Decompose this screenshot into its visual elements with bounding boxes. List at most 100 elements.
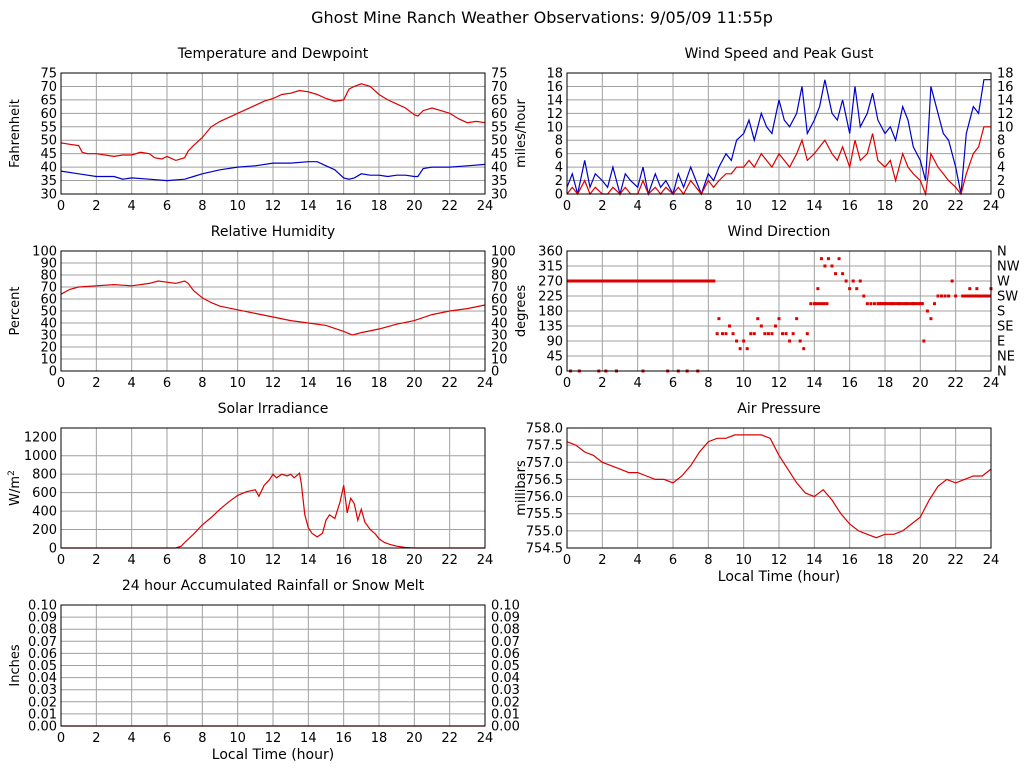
- wind-speed-y-tick-label: 14: [546, 93, 563, 108]
- wind-direction-frame: [566, 250, 992, 372]
- pressure-x-tick-label: 22: [947, 553, 964, 568]
- wind-direction-point: [805, 332, 809, 336]
- humidity-y-tick-label: 60: [40, 293, 57, 308]
- wind-direction-point: [795, 317, 799, 321]
- wind-direction-x-tick-label: 22: [947, 376, 964, 391]
- humidity-right-tick-label: 40: [491, 317, 508, 332]
- rainfall-right-tick-label: 0.01: [491, 707, 520, 722]
- rainfall-right-tick-label: 0.02: [491, 695, 520, 710]
- wind-direction-x-tick-label: 20: [912, 376, 929, 391]
- wind-direction-chart: 0 2 4 6 8 10 12 14 16 18 20 22 240459013518022527031…: [514, 224, 1020, 391]
- wind-direction-point: [837, 257, 841, 261]
- wind-speed-y-tick-label: 4: [555, 161, 563, 176]
- rainfall-x-tick-label: 16: [335, 731, 352, 746]
- rainfall-x-tick-label: 0: [57, 731, 65, 746]
- wind-direction-x-tick-label: 4: [634, 376, 642, 391]
- humidity-x-tick-label: 16: [335, 376, 352, 391]
- rainfall-x-tick-label: 12: [265, 731, 282, 746]
- wind-direction-y-tick-label: 270: [538, 275, 563, 290]
- temperature-x-tick-label: 22: [441, 199, 458, 214]
- wind-speed-right-tick-label: 2: [997, 174, 1005, 189]
- wind-direction-point: [742, 339, 746, 343]
- wind-direction-point: [932, 302, 936, 306]
- temperature-y-axis-label: Fahrenheit: [8, 99, 23, 168]
- humidity-y-axis-label: Percent: [8, 287, 23, 336]
- humidity-right-tick-label: 100: [491, 245, 516, 260]
- solar-x-tick-label: 6: [163, 553, 171, 568]
- wind-speed-y-tick-label: 6: [555, 147, 563, 162]
- temperature-y-tick-label: 75: [40, 67, 57, 82]
- humidity-right-tick-label: 10: [491, 353, 508, 368]
- rainfall-y-axis-label: Inches: [8, 644, 23, 686]
- temperature-right-tick-label: 35: [491, 174, 508, 189]
- pressure-y-tick-label: 756.0: [526, 490, 563, 505]
- pressure-x-tick-label: 14: [806, 553, 823, 568]
- solar-y-tick-label: 800: [32, 468, 57, 483]
- pressure-y-tick-label: 755.5: [526, 507, 563, 522]
- wind-direction-point: [809, 302, 813, 306]
- wind-direction-point: [922, 339, 926, 343]
- temperature-x-tick-label: 10: [229, 199, 246, 214]
- wind-direction-point: [731, 332, 735, 336]
- solar-title: Solar Irradiance: [218, 401, 329, 417]
- temperature-x-tick-label: 0: [57, 199, 65, 214]
- temperature-right-tick-label: 65: [491, 93, 508, 108]
- pressure-x-tick-label: 8: [704, 553, 712, 568]
- rainfall-right-tick-label: 0.08: [491, 623, 520, 638]
- solar-y-tick-label: 1000: [24, 449, 57, 464]
- wind-speed-y-tick-label: 8: [555, 134, 563, 149]
- rainfall-y-tick-label: 0.09: [28, 611, 57, 626]
- temperature-right-tick-label: 55: [491, 120, 508, 135]
- rainfall-x-tick-label: 2: [92, 731, 100, 746]
- wind-speed-x-tick-label: 20: [912, 199, 929, 214]
- wind-speed-x-tick-label: 6: [669, 199, 677, 214]
- wind-direction-point: [968, 287, 972, 291]
- pressure-y-tick-label: 756.5: [526, 473, 563, 488]
- humidity-x-tick-label: 12: [265, 376, 282, 391]
- wind-speed-y-tick-label: 10: [546, 120, 563, 135]
- wind-speed-x-tick-label: 4: [634, 199, 642, 214]
- pressure-chart: 0 2 4 6 8 10 12 14 16 18 20 22 24754.5755.0755.5756.…: [514, 401, 999, 585]
- temperature-y-tick-label: 35: [40, 174, 57, 189]
- humidity-right-tick-label: 30: [491, 329, 508, 344]
- temperature-right-tick-label: 60: [491, 107, 508, 122]
- solar-x-tick-label: 20: [406, 553, 423, 568]
- temperature-series-2-line: [60, 161, 486, 182]
- wind-direction-point: [756, 317, 760, 321]
- wind-direction-right-tick-label: S: [997, 305, 1005, 320]
- rainfall-x-tick-label: 22: [441, 731, 458, 746]
- solar-y-tick-label: 0: [49, 542, 57, 557]
- wind-direction-point: [940, 294, 944, 298]
- wind-direction-point: [781, 332, 785, 336]
- wind-direction-x-tick-label: 14: [806, 376, 823, 391]
- wind-direction-point: [745, 347, 749, 351]
- temperature-series-1-line: [60, 83, 486, 162]
- humidity-x-tick-label: 6: [163, 376, 171, 391]
- wind-direction-point: [947, 294, 951, 298]
- rainfall-right-tick-label: 0.07: [491, 635, 520, 650]
- rainfall-x-tick-label: 8: [198, 731, 206, 746]
- wind-speed-right-tick-label: 12: [997, 107, 1014, 122]
- pressure-y-tick-label: 755.0: [526, 524, 563, 539]
- wind-speed-series-1-line: [566, 79, 991, 197]
- temperature-x-tick-label: 16: [335, 199, 352, 214]
- rainfall-right-tick-label: 0.09: [491, 611, 520, 626]
- solar-y-tick-label: 400: [32, 505, 57, 520]
- humidity-x-tick-label: 22: [441, 376, 458, 391]
- pressure-series-1-line: [566, 434, 992, 539]
- wind-direction-point: [770, 332, 774, 336]
- wind-direction-point: [717, 317, 721, 321]
- wind-speed-x-tick-label: 16: [841, 199, 858, 214]
- wind-direction-x-tick-label: 18: [877, 376, 894, 391]
- wind-direction-point: [749, 332, 753, 336]
- wind-speed-y-tick-label: 0: [555, 188, 563, 203]
- rainfall-title: 24 hour Accumulated Rainfall or Snow Mel…: [122, 578, 425, 594]
- wind-direction-point: [834, 272, 838, 276]
- wind-direction-point: [823, 264, 827, 268]
- wind-direction-point: [858, 279, 862, 283]
- wind-direction-point: [943, 294, 947, 298]
- wind-speed-y-tick-label: 12: [546, 107, 563, 122]
- page-title: Ghost Mine Ranch Weather Observations: 9…: [311, 8, 773, 27]
- temperature-right-tick-label: 40: [491, 161, 508, 176]
